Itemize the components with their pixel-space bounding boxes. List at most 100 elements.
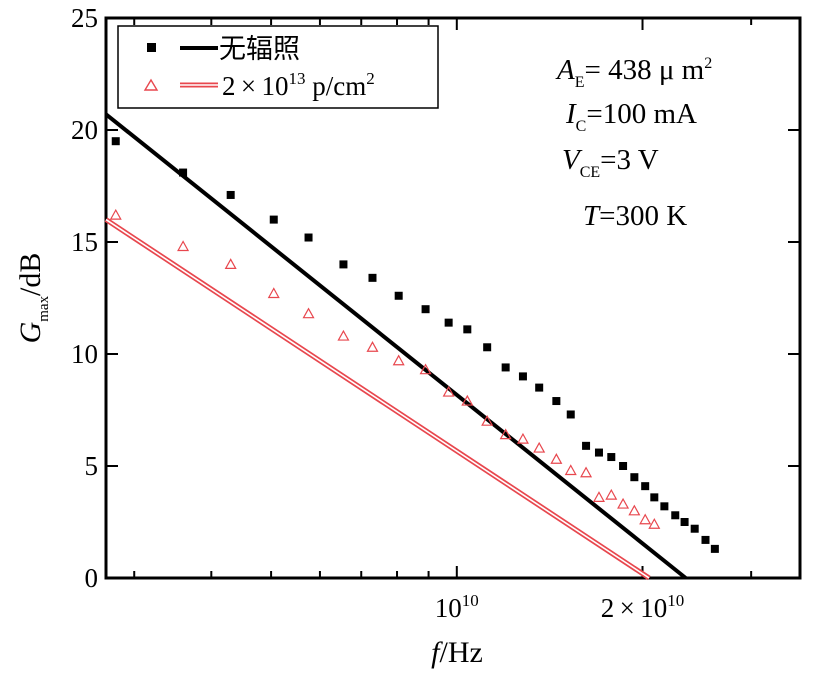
annotation-emitter-area-sup: 2 — [704, 55, 712, 72]
fit-line-irradiated-inner — [105, 218, 650, 579]
data-point-irradiated — [628, 504, 641, 516]
y-axis-title-sub: max — [36, 295, 52, 321]
data-point-unirradiated — [111, 137, 120, 146]
y-tick-label: 25 — [71, 3, 98, 33]
data-point-unirradiated — [619, 462, 628, 470]
y-tick-labels: 0 5 10 15 20 25 — [71, 3, 98, 593]
data-point-unirradiated — [701, 535, 710, 544]
axis-ticks — [106, 17, 800, 579]
data-point-irradiated — [419, 363, 432, 375]
annotation-temperature: T=300 K — [583, 200, 687, 232]
annotation-voltage-letter: V — [562, 144, 583, 176]
annotation-emitter-area: AE= 438 μ m2 — [555, 54, 712, 91]
y-axis-title-unit: /dB — [14, 253, 47, 296]
data-point-unirradiated — [641, 482, 650, 491]
data-point-irradiated — [302, 307, 315, 319]
data-point-unirradiated — [566, 410, 575, 419]
data-point-irradiated — [499, 428, 512, 440]
data-point-unirradiated — [444, 318, 453, 327]
y-axis-title-italic: G — [14, 321, 47, 343]
data-point-unirradiated — [421, 305, 430, 314]
data-point-irradiated — [580, 466, 593, 478]
y-tick-label: 5 — [85, 451, 99, 481]
legend-box — [117, 25, 439, 109]
annotation-collector-current: IC=100 mA — [565, 98, 697, 135]
annotation-collector-current-value: =100 mA — [586, 98, 697, 130]
data-point-unirradiated — [463, 325, 472, 334]
data-point-irradiated — [461, 394, 474, 406]
condition-annotations: AE= 438 μ m2 IC=100 mA VCE=3 V T=300 K — [555, 54, 712, 232]
annotation-collector-current-sub: C — [576, 118, 587, 135]
data-point-irradiated — [177, 240, 190, 252]
fit-line-unirradiated — [104, 112, 687, 580]
plot-frame — [104, 16, 802, 580]
y-tick-label: 10 — [71, 339, 98, 369]
legend-label-irradiated-base: 2 × 10 — [222, 71, 289, 101]
legend: 无辐照 2 × 1013 p/cm2 — [117, 25, 439, 109]
annotation-temperature-letter: T — [583, 200, 601, 232]
data-point-irradiated — [109, 208, 122, 220]
annotation-emitter-area-value: = 438 μ m — [585, 54, 705, 86]
y-axis-title: Gmax/dB — [14, 253, 52, 344]
data-point-unirradiated — [368, 273, 377, 282]
y-tick-label: 20 — [71, 115, 98, 145]
fit-lines — [104, 112, 687, 581]
data-point-unirradiated — [710, 544, 719, 553]
data-point-unirradiated — [501, 363, 510, 372]
annotation-emitter-area-sub: E — [575, 74, 585, 91]
data-point-irradiated — [366, 341, 379, 352]
data-point-irradiated — [267, 287, 280, 299]
annotation-voltage-value: =3 V — [600, 144, 659, 176]
data-point-unirradiated — [680, 518, 689, 526]
x-axis-title-unit: /Hz — [440, 636, 483, 669]
x-tick-label-exp: 10 — [667, 591, 684, 610]
data-point-unirradiated — [304, 233, 313, 242]
data-point-irradiated — [605, 488, 618, 500]
data-point-irradiated — [392, 354, 405, 366]
legend-label-irradiated-exp: 13 — [289, 69, 306, 88]
data-point-irradiated — [648, 518, 661, 529]
x-tick-label-base: 10 — [435, 593, 462, 623]
data-point-unirradiated — [630, 473, 639, 482]
data-point-irradiated — [550, 453, 563, 464]
data-point-unirradiated — [671, 511, 680, 520]
data-markers — [109, 137, 719, 553]
legend-label-irradiated: 2 × 1013 p/cm2 — [222, 69, 375, 101]
data-point-unirradiated — [690, 524, 699, 533]
data-point-irradiated — [592, 491, 605, 502]
data-point-unirradiated — [483, 343, 492, 352]
data-point-unirradiated — [394, 291, 403, 300]
data-point-unirradiated — [607, 453, 616, 462]
data-point-unirradiated — [269, 215, 278, 224]
data-point-unirradiated — [226, 190, 235, 199]
data-point-irradiated — [617, 497, 630, 509]
data-point-unirradiated — [582, 441, 591, 450]
annotation-voltage-sub: CE — [580, 164, 600, 181]
y-tick-label: 15 — [71, 227, 98, 257]
annotation-collector-current-letter: I — [565, 98, 577, 130]
data-point-irradiated — [516, 432, 529, 444]
legend-square-marker — [147, 43, 156, 52]
data-point-irradiated — [533, 441, 546, 453]
data-point-unirradiated — [339, 260, 348, 269]
data-point-irradiated — [564, 464, 577, 476]
data-point-irradiated — [639, 513, 652, 525]
data-point-unirradiated — [552, 397, 561, 406]
data-point-irradiated — [224, 258, 237, 269]
x-tick-label-base: 2 × 10 — [601, 593, 668, 623]
annotation-emitter-area-letter: A — [555, 54, 575, 86]
x-tick-labels: 1010 2 × 1010 — [435, 591, 684, 623]
data-point-unirradiated — [594, 448, 603, 457]
x-tick-label-exp: 10 — [462, 591, 479, 610]
y-tick-label: 0 — [85, 563, 99, 593]
annotation-voltage: VCE=3 V — [562, 144, 659, 181]
data-point-unirradiated — [650, 493, 659, 502]
data-point-irradiated — [481, 414, 494, 426]
legend-label-irradiated-unit-exp: 2 — [366, 69, 375, 88]
annotation-temperature-value: =300 K — [599, 200, 687, 232]
data-point-irradiated — [442, 385, 455, 397]
x-tick-label: 2 × 1010 — [601, 591, 685, 623]
x-axis-title: f/Hz — [431, 636, 483, 669]
data-point-unirradiated — [179, 168, 188, 177]
legend-label-unirradiated: 无辐照 — [219, 34, 300, 64]
